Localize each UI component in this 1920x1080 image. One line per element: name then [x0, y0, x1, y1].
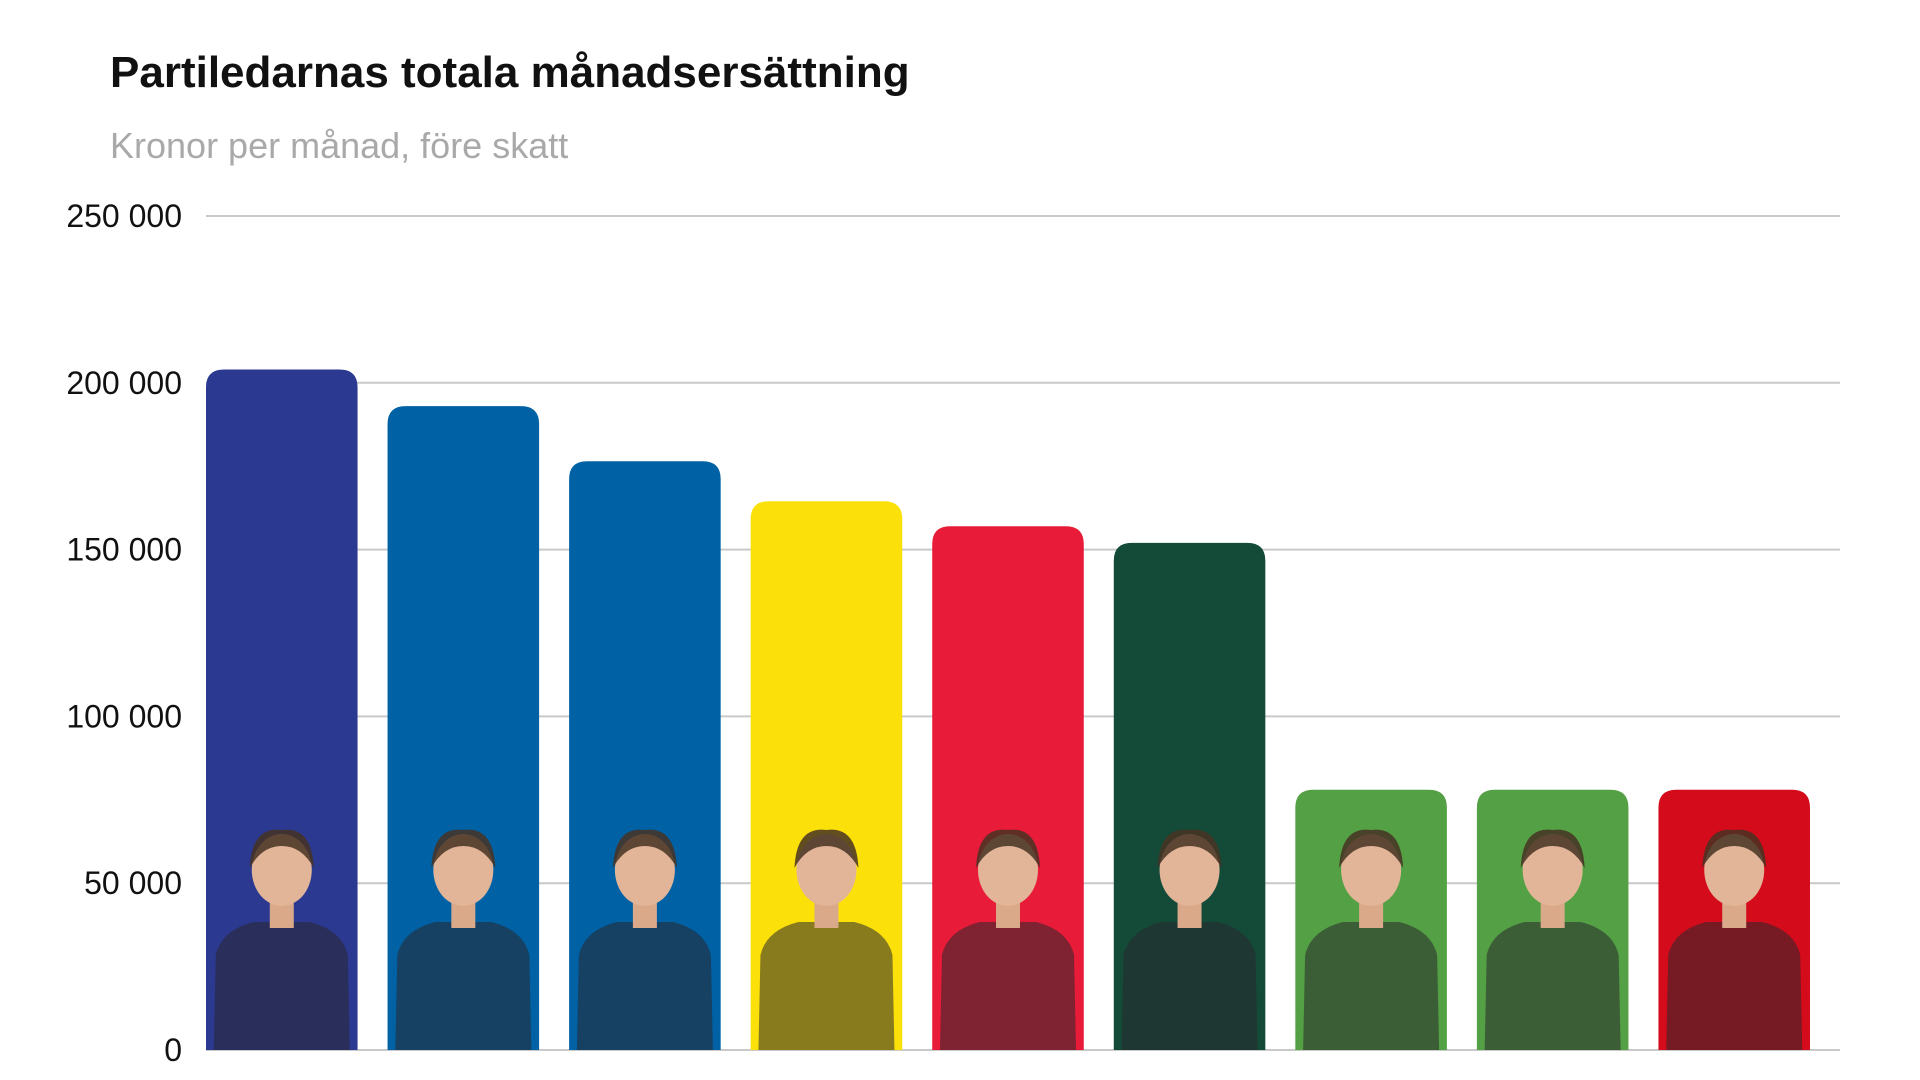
- portrait-image: [940, 829, 1076, 1050]
- y-tick-label: 0: [164, 1032, 182, 1068]
- portrait-image: [576, 829, 713, 1050]
- portrait-image: [758, 829, 895, 1050]
- bar: [1113, 542, 1266, 1050]
- portrait-head: [433, 834, 494, 906]
- portrait-head: [978, 834, 1038, 906]
- portrait-hair: [431, 829, 496, 868]
- portrait-neck: [451, 902, 476, 928]
- bar: [569, 461, 721, 1050]
- portrait-body: [1303, 922, 1440, 1050]
- portrait-body: [576, 922, 713, 1050]
- portrait-hair: [1520, 829, 1585, 868]
- portrait-body: [1121, 922, 1258, 1050]
- portrait-neck: [632, 902, 657, 928]
- portrait-hair: [1339, 829, 1404, 868]
- y-axis-labels: 0 50 000 100 000 150 000 200 000 250 000: [66, 198, 182, 1068]
- portrait-hair: [794, 829, 859, 868]
- portrait-neck: [1540, 902, 1565, 928]
- bar: [387, 406, 540, 1051]
- portrait-body: [940, 922, 1076, 1050]
- portrait-image: [1484, 829, 1621, 1050]
- portrait-image: [1303, 829, 1440, 1050]
- portrait-hair: [976, 829, 1040, 868]
- portrait-body: [1666, 922, 1803, 1050]
- portrait-hair: [1702, 829, 1767, 868]
- portrait-head: [614, 834, 675, 906]
- portrait-head: [251, 834, 312, 906]
- portrait-neck: [269, 902, 294, 928]
- portrait-body: [758, 922, 895, 1050]
- portrait-body: [213, 922, 350, 1050]
- portrait-neck: [1177, 902, 1202, 928]
- portrait-neck: [996, 902, 1020, 928]
- portrait-body: [1484, 922, 1621, 1050]
- y-tick-label: 50 000: [84, 865, 182, 901]
- y-tick-label: 150 000: [66, 532, 182, 568]
- chart-subtitle: Kronor per månad, före skatt: [110, 125, 569, 166]
- portrait-image: [1121, 829, 1258, 1050]
- portrait-head: [1522, 834, 1583, 906]
- portrait-hair: [1157, 829, 1222, 868]
- portrait-neck: [1722, 902, 1747, 928]
- y-tick-label: 100 000: [66, 698, 182, 734]
- bars: [206, 369, 1810, 1051]
- portrait-image: [1666, 829, 1803, 1050]
- portrait-image: [213, 829, 350, 1050]
- chart-title: Partiledarnas totala månadsersättning: [110, 48, 910, 97]
- bar: [206, 369, 358, 1050]
- portrait-body: [395, 922, 532, 1050]
- portrait-head: [1704, 834, 1765, 906]
- portrait-hair: [612, 829, 677, 868]
- portrait-hair: [249, 829, 314, 868]
- bar: [932, 526, 1084, 1050]
- portrait-neck: [1359, 902, 1384, 928]
- portraits: [213, 829, 1803, 1050]
- y-tick-label: 200 000: [66, 365, 182, 401]
- portrait-head: [1341, 834, 1402, 906]
- portrait-image: [395, 829, 532, 1050]
- bar: [750, 501, 903, 1050]
- y-tick-label: 250 000: [66, 198, 182, 234]
- portrait-head: [1159, 834, 1220, 906]
- portrait-neck: [814, 902, 839, 928]
- portrait-head: [796, 834, 857, 906]
